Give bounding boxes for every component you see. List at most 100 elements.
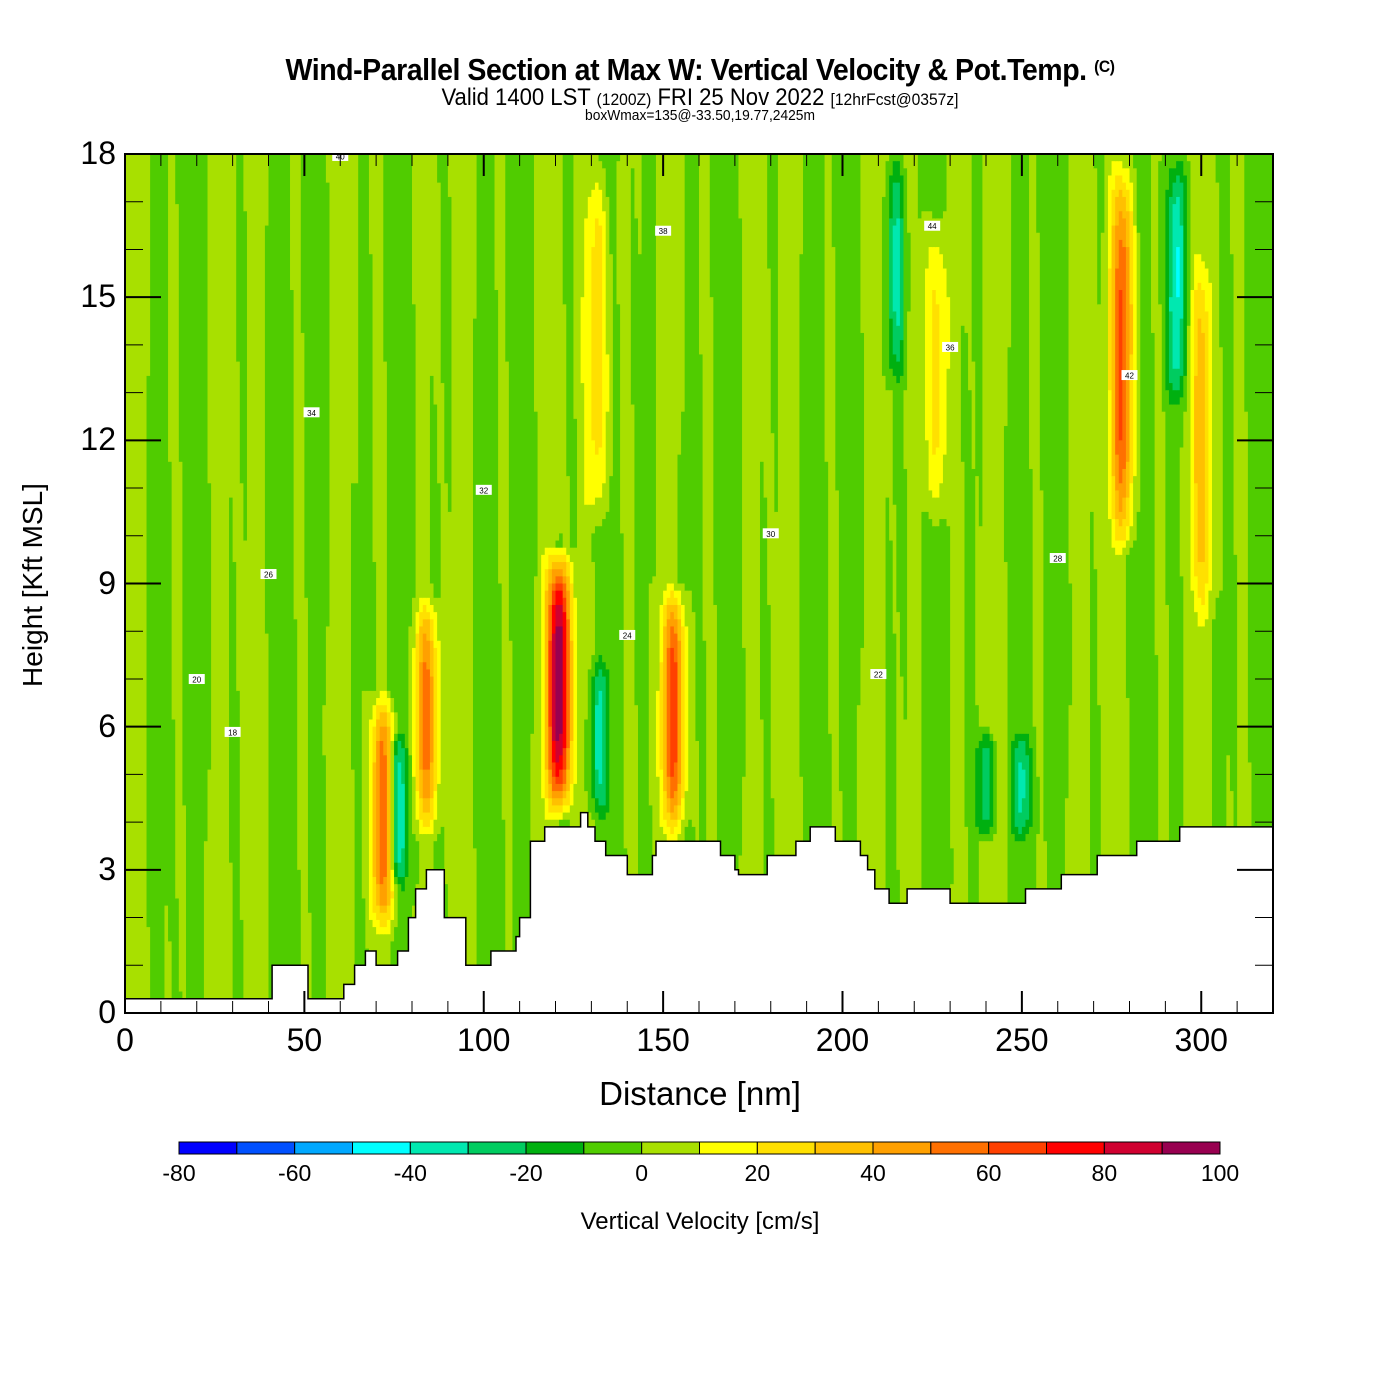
- velocity-cell: [1007, 154, 1012, 348]
- velocity-cell: [562, 597, 567, 613]
- velocity-cell: [1172, 390, 1177, 406]
- velocity-cell: [896, 182, 901, 220]
- velocity-cell: [372, 912, 377, 928]
- velocity-cell: [702, 154, 707, 642]
- velocity-cell: [1125, 526, 1131, 542]
- velocity-cell: [1190, 290, 1195, 592]
- velocity-cell: [551, 762, 557, 778]
- velocity-cell: [1204, 311, 1210, 585]
- velocity-cell: [498, 583, 503, 951]
- velocity-cell: [1007, 347, 1012, 904]
- velocity-cell: [978, 740, 984, 835]
- velocity-cell: [1197, 597, 1202, 628]
- contour-label: 36: [942, 341, 959, 352]
- velocity-cell: [1208, 154, 1213, 284]
- velocity-cell: [239, 154, 244, 484]
- velocity-cell: [691, 826, 697, 842]
- velocity-cell: [566, 791, 571, 807]
- velocity-cell: [1233, 154, 1238, 556]
- velocity-cell: [591, 189, 596, 248]
- velocity-cell: [379, 712, 384, 728]
- velocity-cell: [724, 154, 729, 856]
- velocity-cell: [587, 669, 592, 814]
- velocity-cell: [709, 297, 714, 842]
- velocity-cell: [691, 154, 697, 613]
- velocity-cell: [842, 154, 847, 842]
- velocity-cell: [351, 483, 356, 771]
- velocity-cell: [390, 740, 395, 871]
- velocity-cell: [490, 154, 496, 951]
- velocity-cell: [1097, 304, 1102, 706]
- velocity-cell: [551, 812, 557, 821]
- velocity-cell: [508, 640, 514, 951]
- velocity-cell: [914, 154, 919, 889]
- velocity-cell: [146, 375, 151, 928]
- velocity-cell: [401, 154, 406, 735]
- velocity-cell: [444, 483, 449, 885]
- velocity-cell: [569, 783, 575, 807]
- y-tick-label: 9: [98, 564, 116, 601]
- velocity-cell: [426, 834, 431, 870]
- velocity-cell: [1029, 154, 1034, 470]
- velocity-cell: [444, 154, 449, 484]
- velocity-cell: [365, 948, 370, 951]
- velocity-cell: [982, 819, 987, 835]
- velocity-cell: [394, 862, 399, 878]
- velocity-cell: [433, 597, 438, 613]
- svg-text:38: 38: [659, 227, 668, 236]
- velocity-cell: [738, 154, 743, 220]
- velocity-cell: [896, 383, 901, 613]
- contour-label: 20: [188, 674, 205, 685]
- y-tick-label: 18: [80, 135, 116, 171]
- velocity-cell: [598, 497, 603, 527]
- velocity-cell: [307, 912, 313, 999]
- velocity-cell: [229, 862, 234, 999]
- velocity-cell: [243, 154, 248, 212]
- velocity-cell: [243, 211, 248, 542]
- velocity-cell: [1219, 590, 1224, 827]
- svg-text:42: 42: [1125, 372, 1134, 381]
- velocity-cell: [559, 798, 564, 807]
- velocity-cell: [189, 154, 194, 999]
- velocity-cell: [978, 726, 984, 742]
- velocity-cell: [1129, 547, 1134, 856]
- velocity-cell: [1021, 740, 1027, 771]
- velocity-cell: [673, 154, 679, 592]
- velocity-cell: [874, 154, 879, 889]
- velocity-cell: [351, 769, 356, 985]
- velocity-cell: [419, 597, 424, 613]
- velocity-cell: [397, 862, 402, 878]
- velocity-cell: [781, 154, 786, 856]
- velocity-cell: [594, 662, 600, 678]
- velocity-cell: [1165, 604, 1170, 842]
- velocity-cell: [1032, 154, 1037, 728]
- velocity-cell: [623, 154, 628, 849]
- velocity-cell: [806, 154, 811, 842]
- velocity-cell: [986, 841, 991, 904]
- velocity-cell: [971, 468, 976, 904]
- colorbar-swatch: [1103, 1141, 1163, 1155]
- velocity-cell: [368, 154, 374, 255]
- velocity-cell: [1014, 841, 1019, 904]
- velocity-cell: [146, 154, 151, 377]
- velocity-cell: [720, 154, 725, 856]
- colorbar-swatch: [641, 1141, 701, 1155]
- velocity-cell: [1186, 154, 1192, 162]
- velocity-cell: [1118, 211, 1123, 241]
- velocity-cell: [1215, 597, 1220, 827]
- velocity-cell: [925, 211, 930, 270]
- velocity-cell: [681, 798, 686, 821]
- velocity-cell: [885, 497, 890, 889]
- velocity-cell: [817, 154, 822, 827]
- velocity-cell: [1036, 834, 1041, 889]
- velocity-cell: [978, 834, 984, 842]
- velocity-cell: [1107, 268, 1113, 391]
- velocity-cell: [559, 576, 564, 585]
- velocity-cell: [638, 154, 643, 255]
- velocity-cell: [1219, 347, 1224, 592]
- velocity-cell: [935, 154, 940, 220]
- velocity-cell: [663, 626, 668, 792]
- velocity-cell: [1029, 826, 1034, 889]
- velocity-cell: [300, 332, 305, 966]
- velocity-cell: [1197, 318, 1202, 563]
